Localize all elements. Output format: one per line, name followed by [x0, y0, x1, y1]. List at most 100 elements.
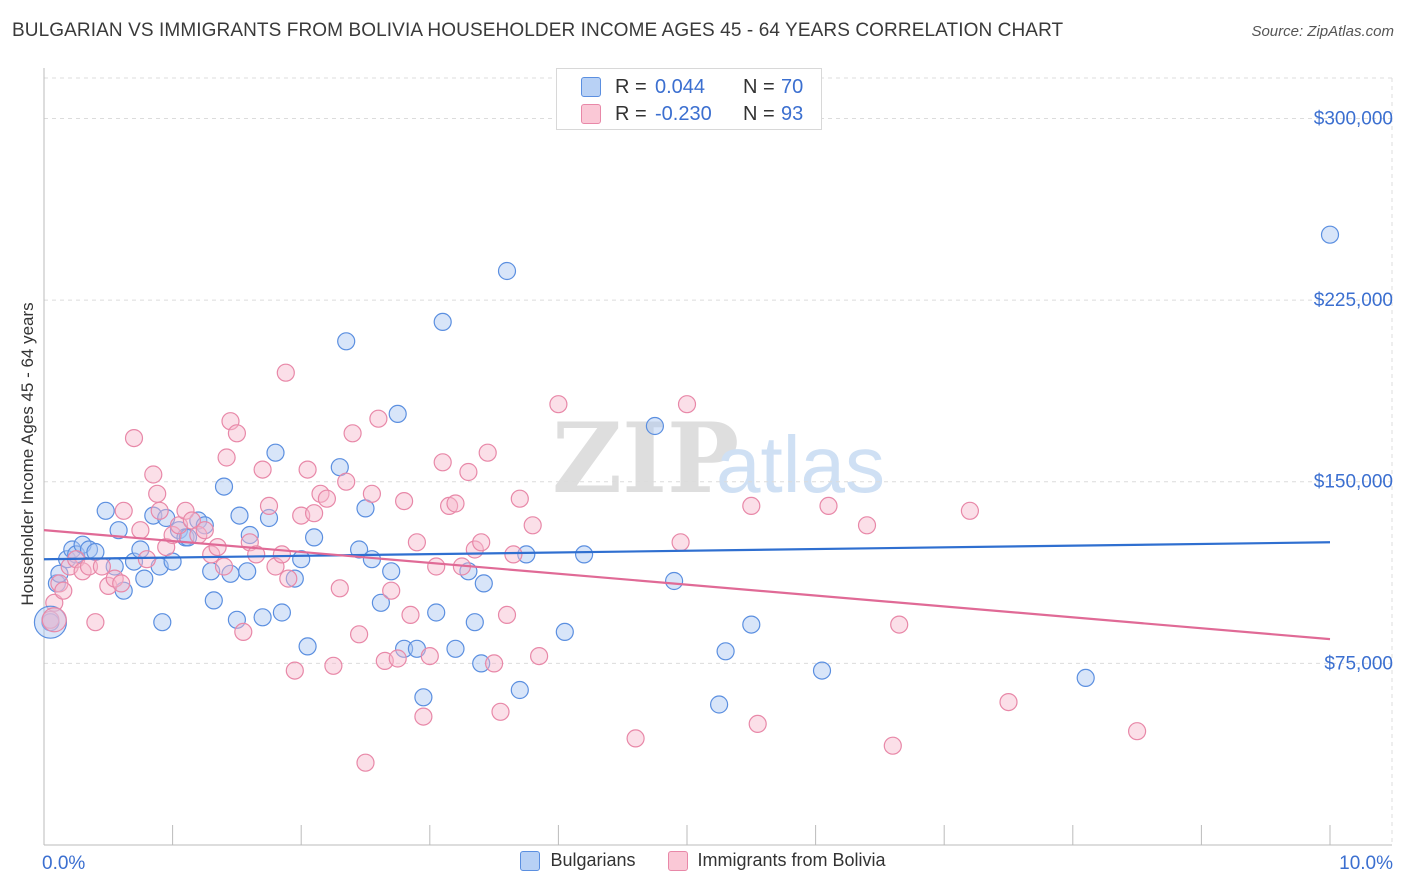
data-point — [574, 545, 594, 564]
data-point — [204, 591, 223, 610]
data-point — [626, 729, 645, 748]
series-bolivia-points — [41, 363, 1147, 772]
data-point — [446, 494, 465, 513]
data-point — [999, 692, 1018, 712]
data-point — [153, 613, 172, 632]
data-point — [214, 557, 234, 576]
data-point — [485, 654, 504, 673]
trend-line-bolivia — [43, 529, 1331, 641]
data-point — [54, 581, 73, 600]
r-value-bolivia: -0.230 — [655, 102, 712, 125]
data-point — [446, 639, 465, 658]
tick-label-layer: $75,000 $150,000 $225,000 $300,000 0.0% 10.0% — [42, 108, 1393, 874]
data-point — [135, 569, 154, 588]
data-point — [883, 736, 902, 755]
data-point — [279, 569, 298, 588]
data-point — [272, 545, 291, 564]
data-point — [163, 525, 182, 545]
data-point — [742, 496, 761, 515]
data-point — [369, 409, 388, 428]
data-point — [137, 550, 156, 569]
data-point — [276, 363, 295, 382]
data-point — [433, 453, 452, 472]
data-point — [240, 525, 259, 545]
n-label: N = — [743, 102, 775, 125]
data-point — [497, 605, 517, 625]
data-point — [362, 484, 381, 503]
y-tick-label: $150,000 — [1314, 472, 1393, 493]
watermark-zip: ZIP — [552, 402, 739, 515]
data-point — [324, 656, 343, 675]
data-point — [504, 545, 523, 564]
data-point — [96, 501, 115, 520]
r-label: R = — [615, 102, 647, 125]
bulgarians-swatch — [581, 77, 601, 97]
data-point — [664, 571, 684, 591]
data-point — [414, 707, 433, 726]
data-point — [510, 489, 529, 508]
data-point — [208, 537, 227, 557]
n-value-bolivia: 93 — [781, 102, 804, 125]
data-point — [523, 516, 542, 535]
data-point — [253, 460, 272, 479]
legend-item-bulgarians[interactable]: Bulgarians — [520, 850, 636, 871]
data-point — [433, 312, 452, 331]
data-point — [382, 581, 401, 600]
data-point — [388, 649, 407, 668]
data-point — [131, 521, 150, 540]
data-point — [238, 562, 257, 581]
data-point — [427, 603, 446, 622]
data-point — [474, 574, 493, 593]
data-point — [337, 472, 356, 491]
data-point — [350, 625, 369, 644]
data-point — [857, 516, 877, 535]
legend-item-bolivia[interactable]: Immigrants from Bolivia — [667, 850, 886, 871]
data-point — [677, 395, 697, 414]
legend-swatch-bolivia — [667, 850, 688, 871]
data-point — [472, 533, 491, 552]
axis-layer — [43, 68, 1392, 846]
data-point — [491, 702, 510, 721]
chart-title: BULGARIAN VS IMMIGRANTS FROM BOLIVIA HOU… — [12, 20, 1064, 41]
data-point — [671, 533, 690, 552]
data-point — [176, 501, 195, 520]
data-point — [195, 521, 214, 540]
data-point — [748, 714, 767, 734]
data-point — [285, 569, 304, 588]
data-point — [305, 528, 324, 547]
data-point — [371, 593, 390, 612]
data-point — [330, 579, 349, 598]
data-point — [465, 613, 484, 632]
data-point — [112, 574, 131, 593]
data-point — [150, 501, 169, 520]
bolivia-swatch — [581, 104, 601, 124]
data-point — [645, 416, 665, 436]
data-point — [148, 484, 167, 503]
data-point — [144, 465, 163, 484]
data-point — [812, 661, 832, 680]
data-point — [742, 615, 761, 634]
r-label: R = — [615, 75, 647, 98]
data-point — [202, 545, 221, 564]
data-point — [272, 603, 291, 622]
data-point — [86, 613, 105, 632]
data-point — [247, 545, 266, 564]
data-point — [45, 593, 64, 612]
data-point — [819, 496, 838, 515]
data-point — [41, 607, 67, 633]
data-point — [890, 615, 909, 634]
data-point — [388, 404, 407, 423]
data-point — [227, 424, 246, 443]
data-point — [414, 688, 433, 707]
data-point — [1076, 668, 1095, 688]
data-point — [555, 622, 574, 642]
data-point — [529, 646, 549, 666]
data-point — [395, 639, 414, 658]
data-point — [350, 540, 369, 559]
n-value-bulgarians: 70 — [781, 75, 804, 98]
data-point — [217, 448, 236, 467]
data-point — [420, 646, 439, 666]
data-point — [259, 496, 279, 515]
data-point — [382, 562, 401, 581]
